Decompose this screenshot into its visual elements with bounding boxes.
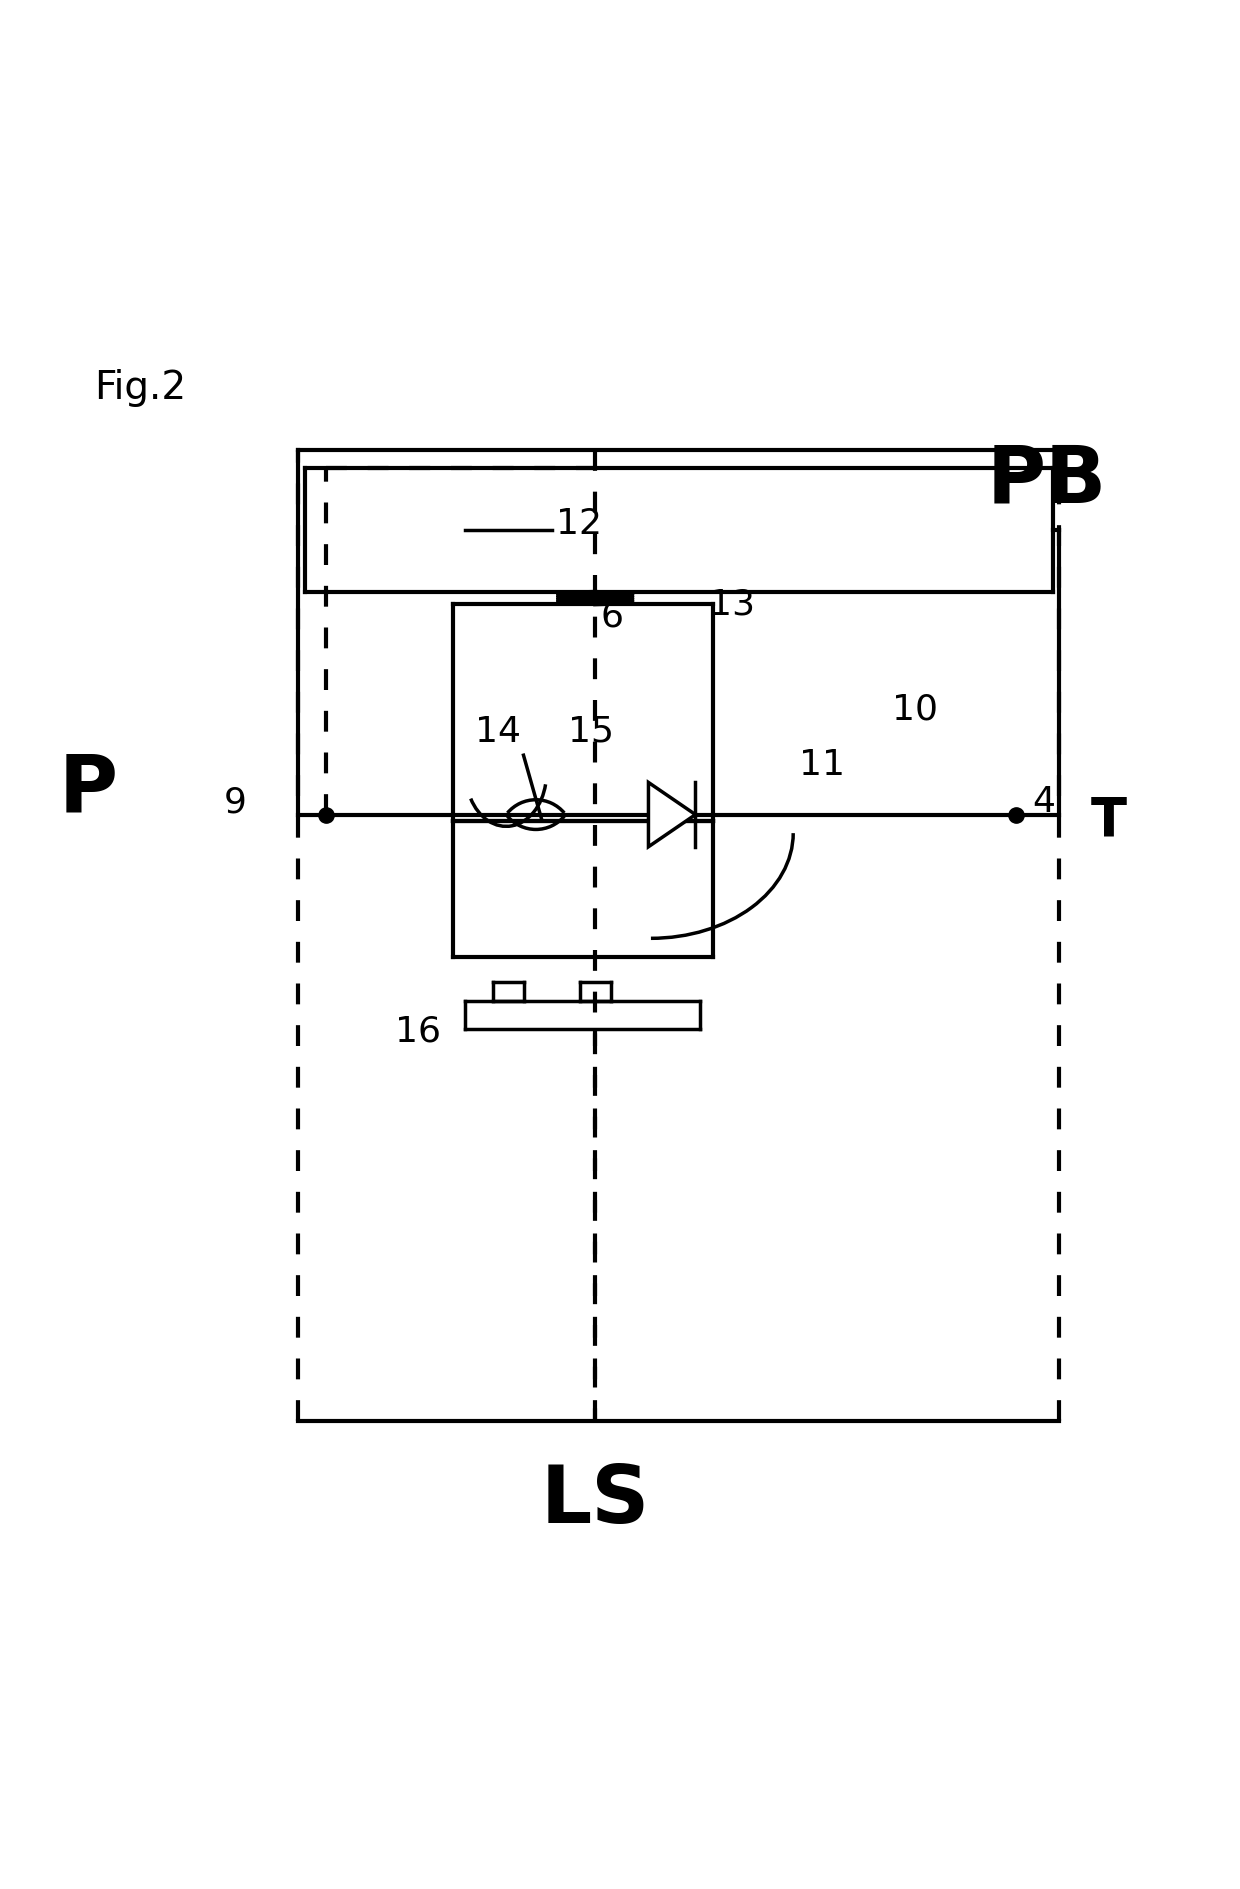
Text: 6: 6 (600, 599, 624, 633)
Text: 9: 9 (224, 786, 247, 820)
Text: PB: PB (987, 442, 1107, 519)
Text: 15: 15 (568, 714, 614, 748)
Text: 13: 13 (709, 587, 755, 621)
Text: 10: 10 (893, 693, 939, 727)
Text: LS: LS (541, 1462, 650, 1540)
Polygon shape (649, 782, 696, 846)
Text: 14: 14 (475, 714, 521, 748)
Text: P: P (58, 750, 118, 829)
Text: 4: 4 (1032, 786, 1055, 820)
Text: 12: 12 (556, 506, 601, 540)
Text: 16: 16 (394, 1014, 441, 1048)
Text: Fig.2: Fig.2 (94, 368, 186, 408)
Text: 11: 11 (800, 748, 846, 782)
Text: T: T (1091, 795, 1127, 846)
